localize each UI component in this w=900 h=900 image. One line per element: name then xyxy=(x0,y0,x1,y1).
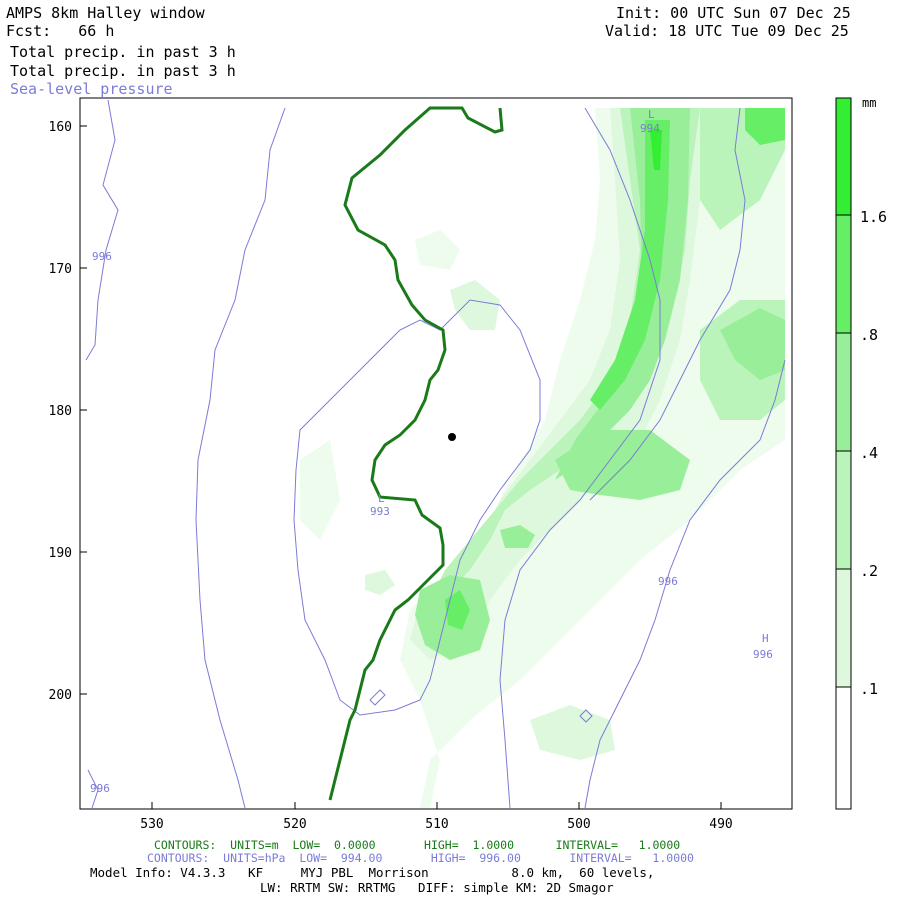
x-tick-label: 490 xyxy=(709,817,732,832)
low-marker: L xyxy=(648,108,655,121)
colorbar-level-5 xyxy=(836,569,851,687)
y-axis: 160 170 180 190 200 xyxy=(49,120,87,703)
low-marker-2: L xyxy=(378,492,385,505)
colorbar: mm 1.6 .8 .4 .2 .1 xyxy=(835,96,887,810)
terrain-contour xyxy=(328,106,504,801)
colorbar-label-1: 1.6 xyxy=(860,208,887,226)
field-label-2: Total precip. in past 3 h xyxy=(10,62,236,80)
isobar-04 xyxy=(293,299,541,716)
precip-band-13 xyxy=(445,590,470,630)
colorbar-level-4 xyxy=(836,451,851,569)
footer-contours-pressure: CONTOURS: UNITS=hPa LOW= 994.00 HIGH= 99… xyxy=(147,851,694,865)
colorbar-label-3: .4 xyxy=(860,444,878,462)
x-tick-label: 510 xyxy=(425,817,448,832)
precip-band-17 xyxy=(530,705,615,760)
valid-time: Valid: 18 UTC Tue 09 Dec 25 xyxy=(605,22,849,40)
isobar-01 xyxy=(85,99,119,361)
precip-band-11 xyxy=(555,430,690,500)
field-label-3: Sea-level pressure xyxy=(10,80,173,98)
precip-band-05 xyxy=(590,120,670,410)
isobar-09 xyxy=(579,709,593,723)
colorbar-label-4: .2 xyxy=(860,562,878,580)
y-tick-label: 200 xyxy=(49,688,72,703)
high-marker: H xyxy=(762,632,769,645)
footer-contours-terrain: CONTOURS: UNITS=m LOW= 0.0000 HIGH= 1.00… xyxy=(154,838,681,852)
precip-band-14 xyxy=(500,525,535,548)
colorbar-level-2 xyxy=(836,215,851,333)
isobar-label-996-west: 996 xyxy=(92,250,112,263)
precip-band-15 xyxy=(415,230,460,270)
y-tick-label: 180 xyxy=(49,404,72,419)
colorbar-label-5: .1 xyxy=(860,680,878,698)
precip-band-18 xyxy=(300,440,340,540)
y-tick-label: 170 xyxy=(49,262,72,277)
isobar-08 xyxy=(584,359,786,809)
precip-band-08 xyxy=(745,108,785,145)
colorbar-units: mm xyxy=(862,96,876,110)
isobar-02 xyxy=(195,107,286,809)
isobar-label-994: 994 xyxy=(640,122,660,135)
init-time: Init: 00 UTC Sun 07 Dec 25 xyxy=(616,4,851,22)
isobar-label-996-southwest: 996 xyxy=(90,782,110,795)
isobar-06 xyxy=(499,107,661,809)
precip-band-16 xyxy=(450,280,500,330)
pressure-contours xyxy=(85,99,786,809)
isobar-label-996-high: 996 xyxy=(753,648,773,661)
forecast-hour: Fcst: 66 h xyxy=(6,22,115,40)
colorbar-frame xyxy=(835,97,852,810)
plot-frame xyxy=(79,97,793,810)
x-axis: 530 520 510 500 490 xyxy=(140,802,733,832)
isobar-05 xyxy=(369,689,386,706)
isobar-label-993: 993 xyxy=(370,505,390,518)
footer-model-info: Model Info: V4.3.3 KF MYJ PBL Morrison 8… xyxy=(90,865,655,880)
x-tick-label: 530 xyxy=(140,817,163,832)
colorbar-level-6 xyxy=(836,687,851,809)
isobar-07 xyxy=(589,107,746,501)
colorbar-level-1 xyxy=(836,98,851,215)
x-tick-label: 520 xyxy=(283,817,306,832)
colorbar-label-2: .8 xyxy=(860,326,878,344)
precip-band-10 xyxy=(720,308,785,380)
model-title: AMPS 8km Halley window xyxy=(6,4,205,22)
station-marker xyxy=(448,433,456,441)
precip-shading xyxy=(300,108,785,808)
precip-band-06 xyxy=(650,130,662,170)
footer-physics: LW: RRTM SW: RRTMG DIFF: simple KM: 2D S… xyxy=(260,880,614,895)
colorbar-level-3 xyxy=(836,333,851,451)
field-label-1: Total precip. in past 3 h xyxy=(10,43,236,61)
y-tick-label: 190 xyxy=(49,546,72,561)
y-tick-label: 160 xyxy=(49,120,72,135)
x-tick-label: 500 xyxy=(567,817,590,832)
precip-band-19 xyxy=(365,570,395,595)
isobar-03 xyxy=(87,769,99,809)
isobar-label-996-east: 996 xyxy=(658,575,678,588)
